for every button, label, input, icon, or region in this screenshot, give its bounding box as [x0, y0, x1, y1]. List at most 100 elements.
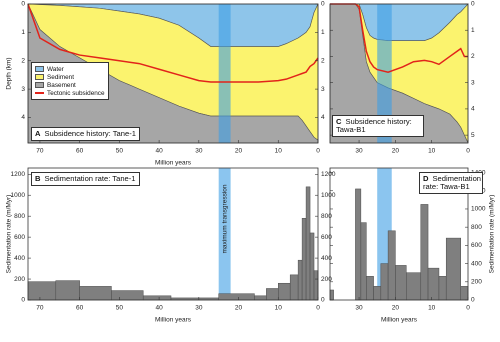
x-tick-label: 10 — [275, 305, 283, 312]
y-tick-label: 1 — [21, 29, 25, 36]
panel-letter: A — [35, 128, 41, 138]
y-tick-label: 2 — [321, 57, 325, 64]
y-tick-label: 2 — [21, 57, 25, 64]
legend-swatch — [35, 92, 44, 94]
x-tick-label: 10 — [428, 148, 436, 155]
x-tick-label: 50 — [116, 305, 124, 312]
y-tick-label: 400 — [321, 255, 332, 262]
plot-frame — [27, 167, 319, 301]
y-tick-label: 2 — [471, 53, 475, 60]
x-tick-label: 60 — [76, 148, 84, 155]
bar — [79, 286, 112, 301]
y-tick-label: 4 — [471, 106, 475, 113]
x-tick-label: 20 — [235, 148, 243, 155]
legend-label: Water — [47, 65, 64, 73]
bar — [395, 265, 407, 301]
y-tick-label: 800 — [14, 213, 25, 220]
y-tick-label: 400 — [471, 260, 482, 267]
x-axis-title: Million years — [381, 317, 418, 324]
bar — [27, 281, 57, 301]
y-tick-label: 0 — [321, 297, 325, 304]
y-tick-label: 600 — [14, 234, 25, 241]
y-tick-label: 0 — [21, 297, 25, 304]
x-tick-label: 0 — [466, 305, 470, 312]
bar — [355, 188, 362, 301]
tectonic-subsidence-line — [27, 3, 319, 83]
y-tick-label: 200 — [14, 276, 25, 283]
highlight-band — [377, 4, 392, 143]
y-tick-label: 600 — [321, 234, 332, 241]
bar — [373, 286, 382, 301]
x-tick-label: 70 — [36, 148, 44, 155]
bar — [278, 282, 291, 301]
panel-title-box: D Sedimentation rate: Tawa-B1 — [419, 172, 483, 195]
x-tick-label: 0 — [316, 305, 320, 312]
bar — [313, 270, 319, 301]
bar — [329, 289, 334, 301]
panel-title: Subsidence history: Tawa-B1 — [336, 116, 412, 135]
bar — [254, 295, 267, 301]
bar — [460, 286, 469, 301]
bar — [420, 204, 429, 301]
panel-title: Subsidence history: Tane-1 — [44, 128, 136, 138]
bar — [445, 237, 461, 301]
x-tick-label: 30 — [355, 148, 363, 155]
legend-entry: Tectonic subsidence — [35, 89, 105, 97]
y-tick-label: 3 — [471, 79, 475, 86]
plot-frame — [329, 3, 469, 144]
y-tick-label: 3 — [21, 86, 25, 93]
legend-label: Tectonic subsidence — [47, 89, 105, 97]
x-tick-label: 60 — [76, 305, 84, 312]
bar — [301, 218, 307, 301]
legend-swatch — [35, 66, 44, 72]
panel-title: Sedimentation rate: Tawa-B1 — [423, 173, 482, 192]
y-tick-label: 1 — [321, 29, 325, 36]
x-tick-label: 20 — [235, 305, 243, 312]
y-tick-label: 600 — [471, 242, 482, 249]
legend-entry: Water — [35, 65, 105, 73]
y-tick-label: 0 — [21, 1, 25, 8]
plot-frame — [27, 3, 319, 144]
y-tick-label: 4 — [321, 114, 325, 121]
y-tick-label: 0 — [471, 1, 475, 8]
bar — [297, 259, 303, 301]
panel-letter: B — [35, 173, 41, 183]
bar — [55, 280, 80, 301]
bar — [111, 290, 144, 301]
bar — [438, 276, 447, 301]
bar — [309, 232, 315, 301]
y-axis-title: Depth (km) — [6, 57, 13, 89]
y-tick-label: 3 — [321, 86, 325, 93]
y-tick-label: 1000 — [321, 192, 336, 199]
legend-entry: Sediment — [35, 73, 105, 81]
x-tick-label: 20 — [392, 148, 400, 155]
legend-label: Sediment — [47, 73, 74, 81]
legend-entry: Basement — [35, 81, 105, 89]
basement-area — [329, 3, 469, 144]
y-axis-title: Sedimentation rate (m/Myr) — [6, 195, 13, 274]
annotation: maximum transgression — [221, 184, 228, 253]
panel-title-box: C Subsidence history: Tawa-B1 — [332, 115, 424, 138]
legend-swatch — [35, 82, 44, 88]
bar — [218, 293, 255, 301]
y-axis-title: Sedimentation rate (m/Myr) — [489, 195, 496, 274]
x-tick-label: 40 — [155, 305, 163, 312]
y-tick-label: 0 — [321, 1, 325, 8]
x-tick-label: 30 — [195, 148, 203, 155]
y-tick-label: 200 — [321, 276, 332, 283]
plot-frame — [329, 167, 469, 301]
x-tick-label: 30 — [195, 305, 203, 312]
y-tick-label: 5 — [471, 132, 475, 139]
panel-letter: C — [336, 116, 342, 126]
bar — [387, 230, 396, 301]
y-tick-label: 800 — [471, 224, 482, 231]
panel-title-box: B Sedimentation rate: Tane-1 — [31, 172, 140, 186]
panel-title: Sedimentation rate: Tane-1 — [44, 173, 136, 183]
x-tick-label: 40 — [155, 148, 163, 155]
highlight-band — [218, 168, 231, 300]
bar — [366, 276, 374, 301]
bar — [380, 263, 389, 301]
bar — [427, 267, 440, 301]
